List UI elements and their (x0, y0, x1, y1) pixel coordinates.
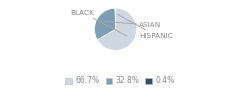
Wedge shape (97, 8, 137, 50)
Legend: 66.7%, 32.8%, 0.4%: 66.7%, 32.8%, 0.4% (62, 73, 178, 88)
Text: HISPANIC: HISPANIC (118, 14, 173, 39)
Wedge shape (115, 8, 116, 29)
Wedge shape (95, 8, 116, 40)
Text: BLACK: BLACK (70, 10, 127, 36)
Text: ASIAN: ASIAN (104, 22, 161, 28)
